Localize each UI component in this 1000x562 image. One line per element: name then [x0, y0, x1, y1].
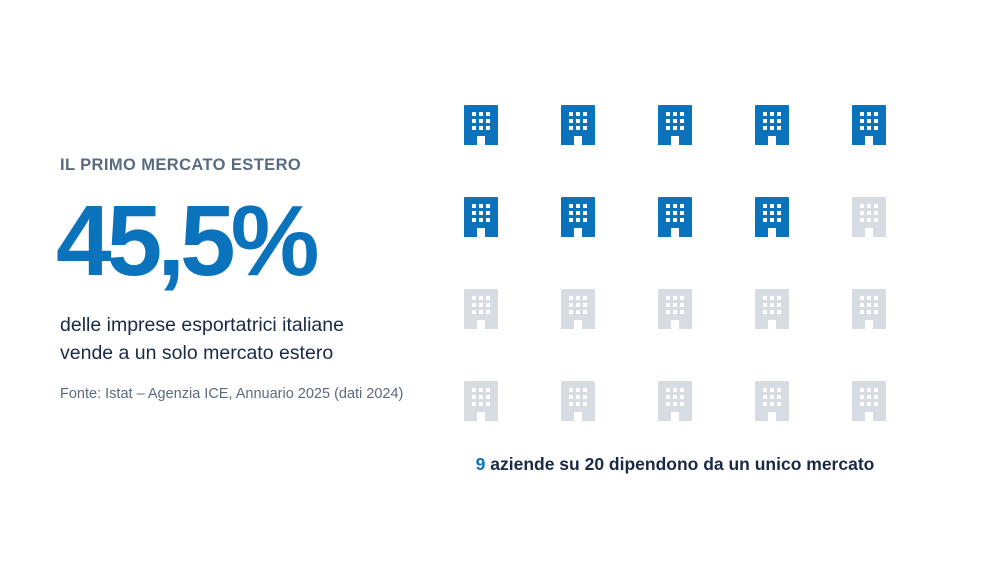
building-icon-inactive	[658, 289, 692, 329]
description-line-2: vende a un solo mercato estero	[60, 342, 334, 364]
caption-text: aziende su 20 dipendono da un unico merc…	[485, 454, 875, 474]
building-icon-highlighted	[464, 197, 498, 237]
headline-stat: 45,5%	[56, 185, 320, 297]
caption-number: 9	[475, 454, 486, 474]
building-icon-inactive	[755, 289, 789, 329]
building-icon-inactive	[561, 289, 595, 329]
building-icon-inactive	[658, 381, 692, 421]
stat-description: delle imprese esportatrici italiane vend…	[60, 311, 440, 367]
kicker-label: IL PRIMO MERCATO ESTERO	[60, 156, 302, 174]
building-icon-inactive	[852, 197, 886, 237]
building-icon-inactive	[755, 381, 789, 421]
building-icon-highlighted	[658, 197, 692, 237]
building-icon-inactive	[464, 289, 498, 329]
building-icon-highlighted	[464, 105, 498, 145]
building-icon-highlighted	[755, 197, 789, 237]
building-icon-highlighted	[658, 105, 692, 145]
source-note: Fonte: Istat – Agenzia ICE, Annuario 202…	[60, 386, 404, 402]
building-icon-highlighted	[561, 197, 595, 237]
building-icon-inactive	[561, 381, 595, 421]
building-icon-inactive	[852, 381, 886, 421]
grid-caption: 9 aziende su 20 dipendono da un unico me…	[476, 454, 875, 475]
building-icon-highlighted	[852, 105, 886, 145]
building-icon-inactive	[464, 381, 498, 421]
building-icon-highlighted	[755, 105, 789, 145]
building-icon-highlighted	[561, 105, 595, 145]
building-icon-inactive	[852, 289, 886, 329]
description-line-1: delle imprese esportatrici italiane	[60, 314, 344, 336]
